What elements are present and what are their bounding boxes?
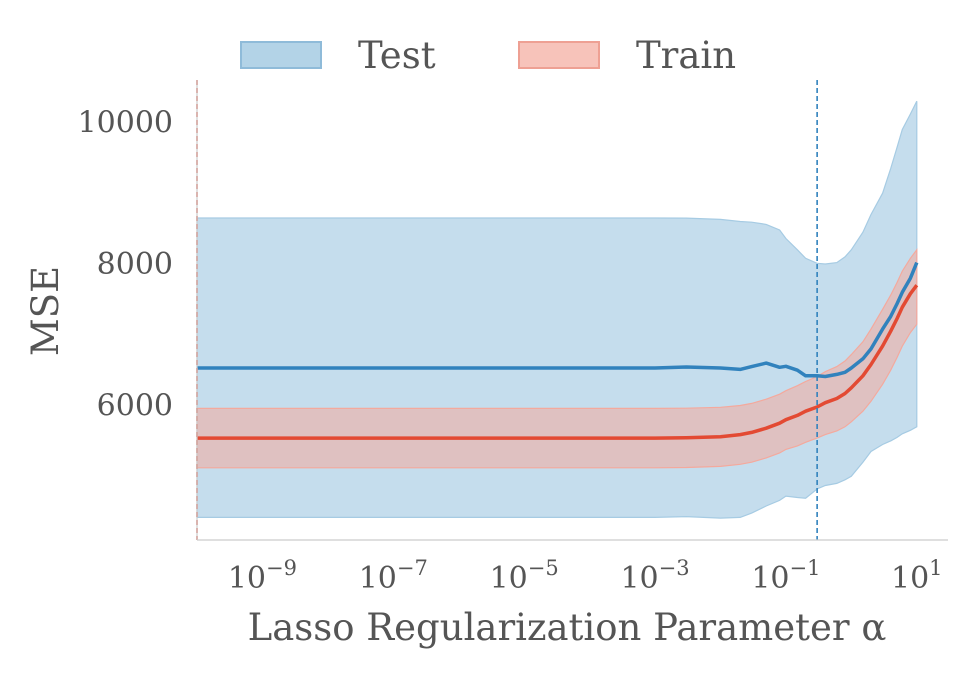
y-axis-label: MSE: [24, 266, 67, 356]
y-tick-label: 6000: [97, 389, 173, 424]
y-tick-label: 8000: [97, 247, 173, 282]
legend-label-train: Train: [636, 33, 737, 77]
x-tick-label: 101: [891, 556, 943, 596]
legend-label-test: Test: [358, 33, 436, 77]
x-tick-label: 10−3: [620, 556, 689, 596]
legend-item-train: Train: [518, 30, 736, 80]
x-tick-label: 10−9: [228, 556, 297, 596]
x-tick-label: 10−1: [751, 556, 820, 596]
x-tick-label: 10−7: [359, 556, 428, 596]
y-tick-label: 10000: [78, 105, 173, 140]
x-tick-labels: 10−9 10−7 10−5 10−3 10−1 101: [228, 556, 943, 596]
band-train: [196, 248, 918, 469]
x-tick-label: 10−5: [490, 556, 559, 596]
line-test: [197, 261, 919, 379]
line-train: [197, 284, 919, 440]
bands-layer: [196, 100, 918, 519]
y-tick-labels: 6000 8000 10000: [78, 105, 173, 423]
legend-swatch-test: [240, 41, 322, 69]
lines-layer: [197, 261, 919, 440]
legend: Test Train: [0, 30, 976, 80]
x-axis-label: Lasso Regularization Parameter α: [248, 606, 887, 649]
legend-swatch-train: [518, 41, 600, 69]
legend-item-test: Test: [240, 30, 436, 80]
